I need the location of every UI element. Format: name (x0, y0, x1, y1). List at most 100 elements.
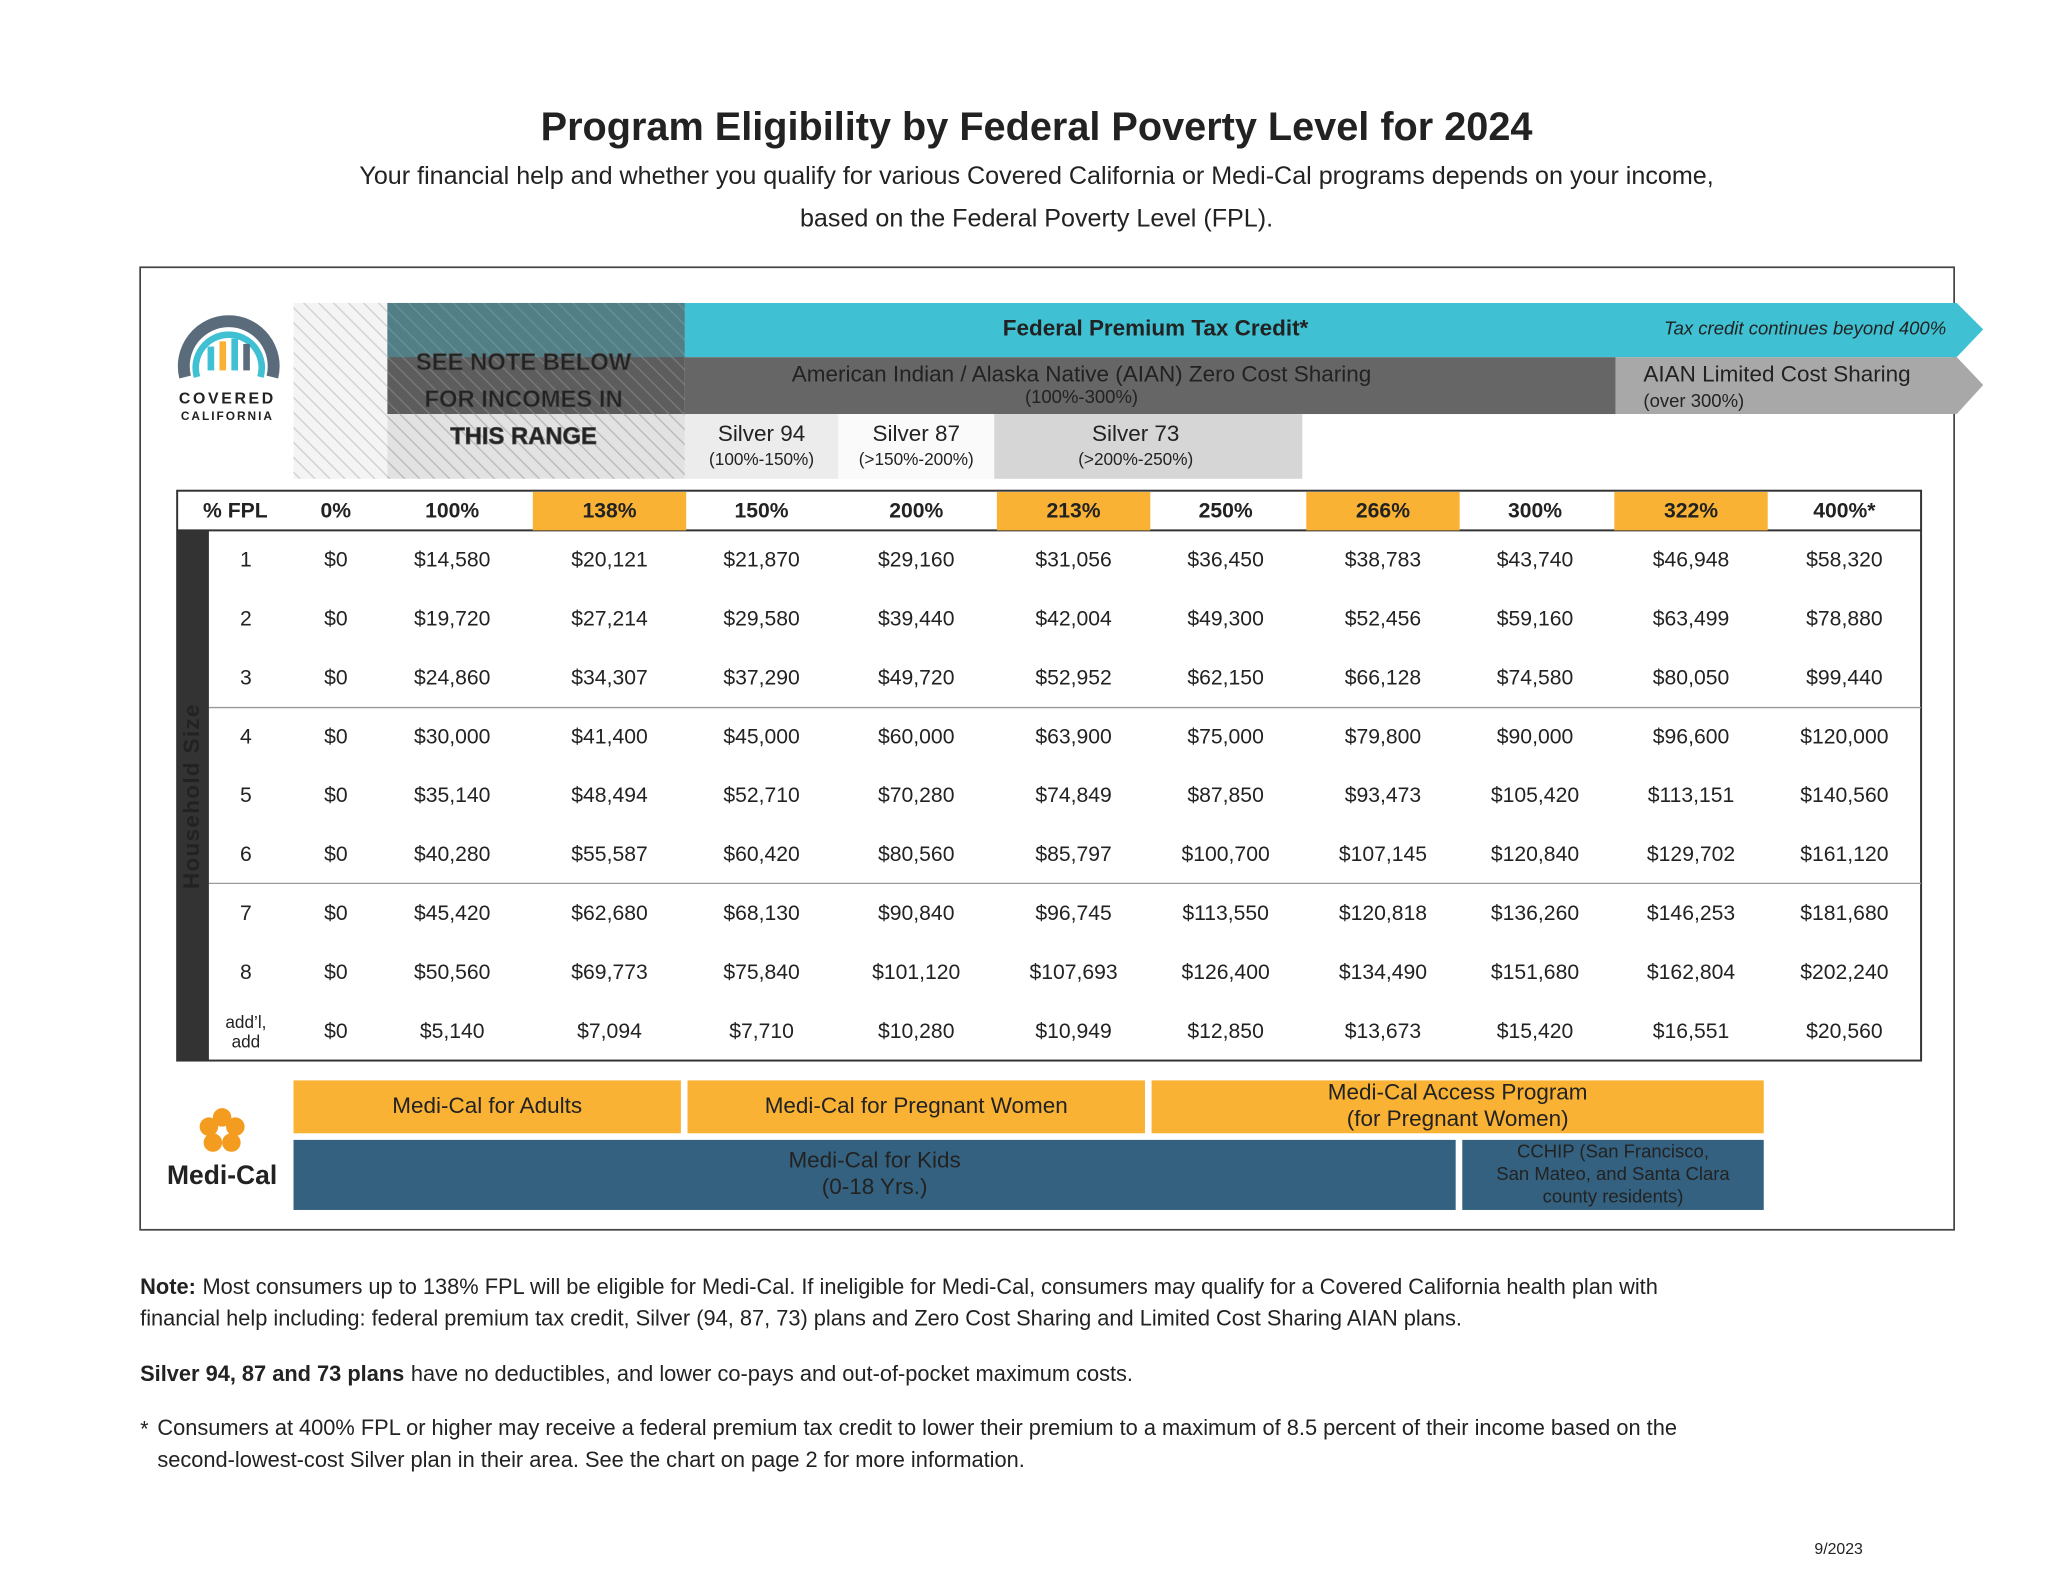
row-label: 6 (240, 843, 252, 866)
row-label: 5 (240, 784, 252, 807)
silver-name: Silver 94 (718, 421, 805, 446)
cell: $58,320 (1806, 548, 1882, 571)
aian-limited-label: AIAN Limited Cost Sharing (1643, 362, 1910, 387)
frame (139, 266, 1955, 1231)
cell: $30,000 (414, 725, 490, 748)
silver-box (994, 414, 1303, 479)
covered-california-logo (177, 315, 280, 379)
cell: $134,490 (1339, 961, 1427, 984)
cell: $120,000 (1800, 725, 1888, 748)
cell: $113,550 (1182, 902, 1269, 925)
program-label: county residents) (1543, 1185, 1684, 1206)
side-label: Household Size (179, 703, 204, 889)
note-text: financial help including: federal premiu… (140, 1305, 1462, 1330)
row-label: 7 (240, 902, 252, 925)
aian-zero-band (684, 357, 1616, 415)
date: 9/2023 (1814, 1541, 1863, 1558)
cell: $0 (324, 843, 348, 866)
cell: $52,456 (1345, 607, 1421, 630)
hatch (293, 302, 388, 479)
note: Silver 94, 87 and 73 plans have no deduct… (140, 1361, 1133, 1386)
cell: $52,952 (1035, 666, 1111, 689)
cell: $120,840 (1491, 843, 1579, 866)
cell: $79,800 (1345, 725, 1421, 748)
cell: $140,560 (1800, 784, 1888, 807)
hatch (387, 414, 685, 479)
cell: $74,580 (1497, 666, 1573, 689)
program-label: CCHIP (San Francisco, (1517, 1140, 1709, 1161)
cell: $129,702 (1647, 843, 1735, 866)
hatch (387, 302, 685, 415)
silver-box (838, 414, 995, 479)
cell: $12,850 (1187, 1020, 1263, 1043)
aian-limited-band (1615, 357, 1984, 415)
note-text: second-lowest-cost Silver plan in their … (157, 1447, 1024, 1472)
cell: $78,880 (1806, 607, 1882, 630)
cell: $151,680 (1491, 961, 1579, 984)
cell: $60,000 (878, 725, 954, 748)
cell: $74,849 (1035, 784, 1111, 807)
program-box (1151, 1080, 1764, 1134)
column-header: 138% (582, 499, 636, 522)
cell: $60,420 (723, 843, 799, 866)
cell: $41,400 (571, 725, 647, 748)
ptc-band (387, 302, 685, 358)
cell: $68,130 (723, 902, 799, 925)
silver-name: Silver 73 (1092, 421, 1179, 446)
row-label: 3 (240, 666, 252, 689)
header-highlight (1306, 492, 1460, 531)
cell: $13,673 (1345, 1020, 1421, 1043)
cell: $36,450 (1187, 548, 1263, 571)
cell: $96,600 (1653, 725, 1729, 748)
cell: $34,307 (571, 666, 647, 689)
cell: $80,050 (1653, 666, 1729, 689)
cell: $19,720 (414, 607, 490, 630)
cell: $93,473 (1345, 784, 1421, 807)
program-label: (0-18 Yrs.) (822, 1174, 928, 1199)
silver-name: Silver 87 (873, 421, 960, 446)
note-text: have no deductibles, and lower co-pays a… (411, 1361, 1133, 1386)
cell: $0 (324, 961, 348, 984)
note-text: Most consumers up to 138% FPL will be el… (202, 1274, 1657, 1299)
subtitle: based on the Federal Poverty Level (FPL)… (800, 204, 1273, 232)
column-header: 266% (1356, 499, 1410, 522)
cell: $101,120 (872, 961, 960, 984)
cell: $39,440 (878, 607, 954, 630)
aian-zero-range: (100%-300%) (1025, 386, 1138, 407)
cell: $49,720 (878, 666, 954, 689)
cell: $62,150 (1187, 666, 1263, 689)
cell: $202,240 (1800, 961, 1888, 984)
cell: $63,900 (1035, 725, 1111, 748)
header-highlight (1614, 492, 1768, 531)
cell: $90,840 (878, 902, 954, 925)
column-header: 0% (321, 499, 352, 522)
cell: $62,680 (571, 902, 647, 925)
see-note: THIS RANGE (450, 423, 597, 450)
ptc-band (684, 302, 1984, 358)
subtitle: Your financial help and whether you qual… (359, 162, 1713, 190)
cell: $35,140 (414, 784, 490, 807)
cell: $45,000 (723, 725, 799, 748)
column-header: 150% (735, 499, 789, 522)
column-header: 322% (1664, 499, 1718, 522)
cell: $69,773 (571, 961, 647, 984)
cell: $70,280 (878, 784, 954, 807)
column-header: 400%* (1813, 499, 1876, 522)
cell: $45,420 (414, 902, 490, 925)
cell: $105,420 (1491, 784, 1579, 807)
ptc-note: Tax credit continues beyond 400% (1664, 317, 1946, 338)
note: Note: Most consumers up to 138% FPL will … (140, 1274, 1658, 1299)
cell: $50,560 (414, 961, 490, 984)
cell: $87,850 (1187, 784, 1263, 807)
cell: $96,745 (1035, 902, 1111, 925)
row-label: 2 (240, 607, 252, 630)
program-box (1462, 1139, 1764, 1210)
cell: $7,710 (729, 1020, 794, 1043)
cell: $0 (324, 902, 348, 925)
cell: $0 (324, 666, 348, 689)
program-box (687, 1080, 1145, 1134)
cell: $29,160 (878, 548, 954, 571)
note-label: Silver 94, 87 and 73 plans (140, 1361, 404, 1386)
row-label: 4 (240, 725, 252, 748)
